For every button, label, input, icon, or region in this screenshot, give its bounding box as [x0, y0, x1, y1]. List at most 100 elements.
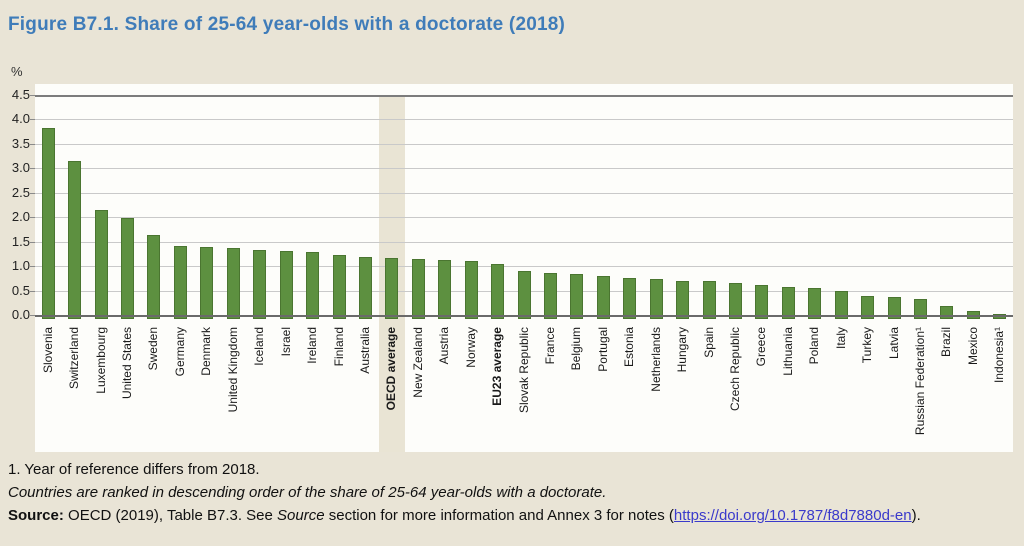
bar: [306, 252, 319, 319]
y-tick-label: 1.5: [11, 233, 30, 249]
category-label: Luxembourg: [93, 327, 108, 394]
bar: [411, 258, 425, 319]
bar: [147, 235, 161, 319]
bar: [808, 288, 822, 319]
bar: [596, 276, 610, 319]
y-axis-tick: [30, 290, 35, 292]
y-tick-label: 2.5: [11, 184, 30, 200]
bar: [543, 272, 557, 319]
category-label: Netherlands: [648, 327, 663, 392]
y-tick-label: 1.0: [11, 258, 30, 274]
bar: [914, 299, 927, 319]
category-label: Switzerland: [67, 327, 82, 390]
source-note: Source: OECD (2019), Table B7.3. See Sou…: [8, 507, 921, 524]
bar: [438, 259, 452, 319]
category-label: Finland: [331, 327, 346, 367]
bar: [623, 278, 637, 319]
y-axis: 4.5 4.0 3.5 3.0 2.5 2.0 1.5 1.0 0.5 0.0: [0, 84, 30, 324]
bar: [755, 284, 769, 319]
plot-area: Slovenia Switzerland Luxembourg United Stat…: [30, 84, 1013, 452]
bar: [834, 290, 848, 319]
bar: [570, 274, 584, 319]
category-label: Slovak Republic: [516, 327, 531, 414]
y-tick-label: 0.0: [11, 307, 30, 322]
category-label: France: [542, 327, 557, 365]
footnotes: 1. Year of reference differs from 2018. …: [8, 461, 921, 530]
gridline: [35, 241, 1013, 243]
y-axis-tick: [30, 241, 35, 243]
y-axis-tick: [30, 95, 35, 96]
category-label: OECD average: [384, 327, 399, 411]
ranking-note: Countries are ranked in descending order…: [8, 484, 607, 501]
category-label: Lithuania: [780, 327, 795, 376]
category-label: Hungary: [675, 327, 690, 373]
gridline: [35, 192, 1013, 194]
source-text-2: section for more information and Annex 3…: [324, 507, 674, 524]
doi-link[interactable]: https://doi.org/10.1787/f8d7880d-en: [673, 507, 912, 524]
bar: [200, 247, 214, 319]
bar: [253, 249, 267, 319]
y-tick-label: 4.0: [11, 111, 30, 127]
x-axis-line: [35, 315, 1013, 317]
bar: [729, 282, 742, 319]
gridline: [35, 168, 1013, 170]
bar: [781, 286, 795, 319]
figure-title: Figure B7.1. Share of 25-64 year-olds wi…: [8, 14, 566, 35]
category-label: United States: [120, 327, 134, 400]
bar: [491, 263, 505, 319]
category-label: Israel: [278, 327, 293, 357]
bar: [702, 281, 716, 319]
gridline: [35, 143, 1013, 145]
category-label: Indonesia¹: [992, 327, 1007, 384]
category-label: Mexico: [965, 327, 980, 366]
y-axis-tick: [30, 217, 35, 219]
y-axis-tick: [30, 266, 35, 268]
category-label: Austria: [437, 327, 452, 365]
y-tick-label: 3.5: [11, 135, 30, 151]
bar: [385, 257, 399, 319]
bar: [649, 279, 663, 319]
category-label: Latvia: [886, 327, 901, 360]
y-tick-label: 2.0: [11, 209, 30, 225]
gridline: [35, 119, 1013, 121]
category-label: Estonia: [622, 327, 637, 368]
y-axis-tick: [30, 192, 35, 194]
category-label: New Zealand: [410, 327, 425, 398]
y-axis-tick: [30, 168, 35, 170]
category-label: Czech Republic: [728, 327, 742, 412]
category-label: Denmark: [199, 327, 214, 376]
y-tick-label: 0.5: [11, 282, 30, 298]
category-label: Germany: [172, 327, 187, 377]
category-label: Portugal: [595, 327, 610, 372]
category-label: Brazil: [939, 327, 954, 358]
category-label: Norway: [463, 327, 478, 368]
y-tick-label: 4.5: [11, 87, 30, 102]
source-word-italic: Source: [277, 507, 325, 524]
gridline: [35, 217, 1013, 219]
gridline: [35, 95, 1013, 97]
bar: [517, 271, 531, 319]
bar: [464, 260, 478, 319]
y-tick-label: 3.0: [11, 160, 30, 176]
source-text-3: ).: [911, 507, 921, 524]
bar: [121, 218, 134, 319]
source-text-1: OECD (2019), Table B7.3. See: [63, 507, 278, 524]
category-label: Iceland: [252, 327, 267, 366]
bar: [676, 280, 690, 319]
gridline: [35, 266, 1013, 268]
y-axis-unit-label: %: [11, 64, 23, 79]
category-label: Slovenia: [40, 327, 55, 374]
category-label: Greece: [754, 327, 769, 367]
category-label: Ireland: [305, 327, 319, 364]
bar: [94, 209, 108, 319]
footnote-1: 1. Year of reference differs from 2018.: [8, 461, 260, 478]
source-label: Source:: [8, 507, 64, 524]
bar: [173, 246, 187, 319]
category-label: EU23 average: [490, 327, 505, 406]
bar: [226, 248, 240, 319]
category-label: Sweden: [146, 327, 161, 371]
bar: [68, 161, 82, 319]
category-label: Poland: [807, 327, 822, 365]
category-label: Turkey: [860, 327, 875, 364]
